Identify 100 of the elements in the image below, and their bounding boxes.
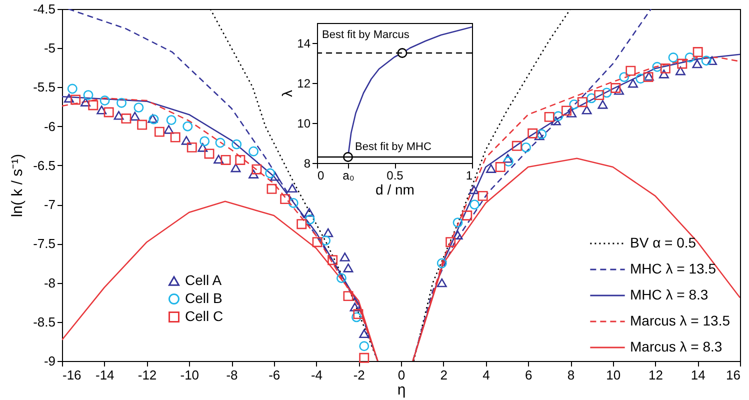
point bbox=[182, 121, 193, 132]
y-tick-label: -4.5 bbox=[33, 2, 56, 16]
point bbox=[83, 90, 94, 100]
point bbox=[214, 154, 224, 164]
point bbox=[619, 72, 630, 82]
point bbox=[154, 126, 164, 137]
x-axis-title: d / nm bbox=[376, 182, 414, 198]
point bbox=[626, 66, 636, 76]
point bbox=[336, 273, 346, 284]
point bbox=[677, 58, 688, 69]
point bbox=[528, 128, 538, 138]
x-tick-label: -4 bbox=[310, 368, 323, 382]
point bbox=[248, 146, 259, 156]
point bbox=[80, 98, 90, 106]
point bbox=[266, 184, 277, 194]
y-tick-label: -7.5 bbox=[33, 236, 56, 252]
point bbox=[350, 302, 360, 312]
annotation: Best fit by MHC bbox=[355, 141, 432, 153]
point bbox=[452, 218, 463, 228]
point bbox=[100, 96, 110, 106]
point bbox=[658, 70, 669, 78]
point bbox=[252, 164, 262, 174]
point bbox=[204, 148, 214, 159]
point bbox=[536, 129, 547, 140]
point bbox=[343, 291, 354, 302]
point bbox=[534, 131, 544, 140]
y-tick-label: 8 bbox=[304, 156, 311, 170]
point bbox=[701, 56, 712, 66]
point bbox=[668, 52, 678, 62]
point bbox=[296, 219, 307, 230]
annotation: Best fit by Marcus bbox=[322, 29, 410, 41]
point bbox=[304, 214, 315, 224]
point bbox=[170, 132, 180, 142]
point bbox=[200, 136, 210, 146]
point bbox=[561, 106, 572, 116]
y-axis-title: ln( k / s⁻¹) bbox=[9, 154, 26, 218]
y-tick-label: -5.5 bbox=[33, 80, 56, 95]
point bbox=[684, 52, 695, 62]
point bbox=[707, 56, 718, 66]
point bbox=[104, 107, 114, 118]
y-tick-label: -8 bbox=[44, 275, 56, 290]
point bbox=[215, 138, 226, 148]
x-tick-label: a₀ bbox=[342, 168, 354, 182]
point bbox=[569, 99, 580, 110]
legend-label: Cell C bbox=[185, 308, 224, 324]
point bbox=[512, 140, 522, 151]
x-tick-label: 0.5 bbox=[386, 168, 404, 182]
x-tick-label: 0 bbox=[398, 368, 406, 382]
point bbox=[164, 125, 174, 134]
point bbox=[116, 98, 127, 108]
point bbox=[470, 200, 480, 210]
point bbox=[503, 156, 514, 167]
legend-label: BV α = 0.5 bbox=[630, 234, 696, 250]
y-tick-label: 12 bbox=[297, 76, 311, 90]
point bbox=[353, 309, 364, 320]
point bbox=[521, 142, 531, 152]
point bbox=[586, 93, 596, 104]
point bbox=[280, 194, 290, 204]
point bbox=[468, 185, 479, 194]
point bbox=[452, 230, 463, 240]
point bbox=[675, 66, 686, 76]
x-tick-label: 1 bbox=[466, 168, 473, 182]
point bbox=[312, 237, 322, 248]
point bbox=[320, 236, 331, 246]
point bbox=[478, 190, 488, 201]
point bbox=[495, 162, 506, 172]
point bbox=[502, 154, 513, 163]
point bbox=[304, 208, 314, 217]
x-tick-label: 8 bbox=[567, 368, 575, 382]
y-tick-label: -6 bbox=[44, 118, 56, 134]
point bbox=[462, 210, 472, 220]
point bbox=[137, 120, 148, 130]
y-tick-label: -5 bbox=[44, 40, 56, 56]
point bbox=[96, 106, 107, 114]
legend-label: MHC λ = 8.3 bbox=[630, 286, 708, 302]
point bbox=[181, 136, 192, 145]
x-tick-label: 4 bbox=[482, 368, 490, 382]
legend-label: Cell B bbox=[185, 290, 222, 306]
point bbox=[114, 110, 124, 120]
point bbox=[328, 255, 338, 266]
point bbox=[287, 184, 298, 193]
point bbox=[660, 63, 670, 74]
point bbox=[220, 154, 231, 165]
point bbox=[340, 252, 350, 262]
point bbox=[602, 88, 612, 98]
x-tick-label: -12 bbox=[138, 368, 157, 382]
point bbox=[186, 142, 197, 152]
point bbox=[270, 172, 280, 181]
point bbox=[130, 112, 140, 121]
point bbox=[67, 84, 78, 94]
point bbox=[265, 168, 276, 178]
point bbox=[486, 164, 496, 173]
x-tick-label: 14 bbox=[690, 368, 706, 382]
point bbox=[436, 258, 447, 268]
point bbox=[359, 341, 370, 352]
point bbox=[446, 237, 456, 248]
point bbox=[248, 170, 259, 178]
legend-label: Marcus λ = 8.3 bbox=[630, 338, 722, 354]
x-tick-label: -6 bbox=[268, 368, 280, 382]
legend-label: Marcus λ = 13.5 bbox=[630, 312, 730, 328]
